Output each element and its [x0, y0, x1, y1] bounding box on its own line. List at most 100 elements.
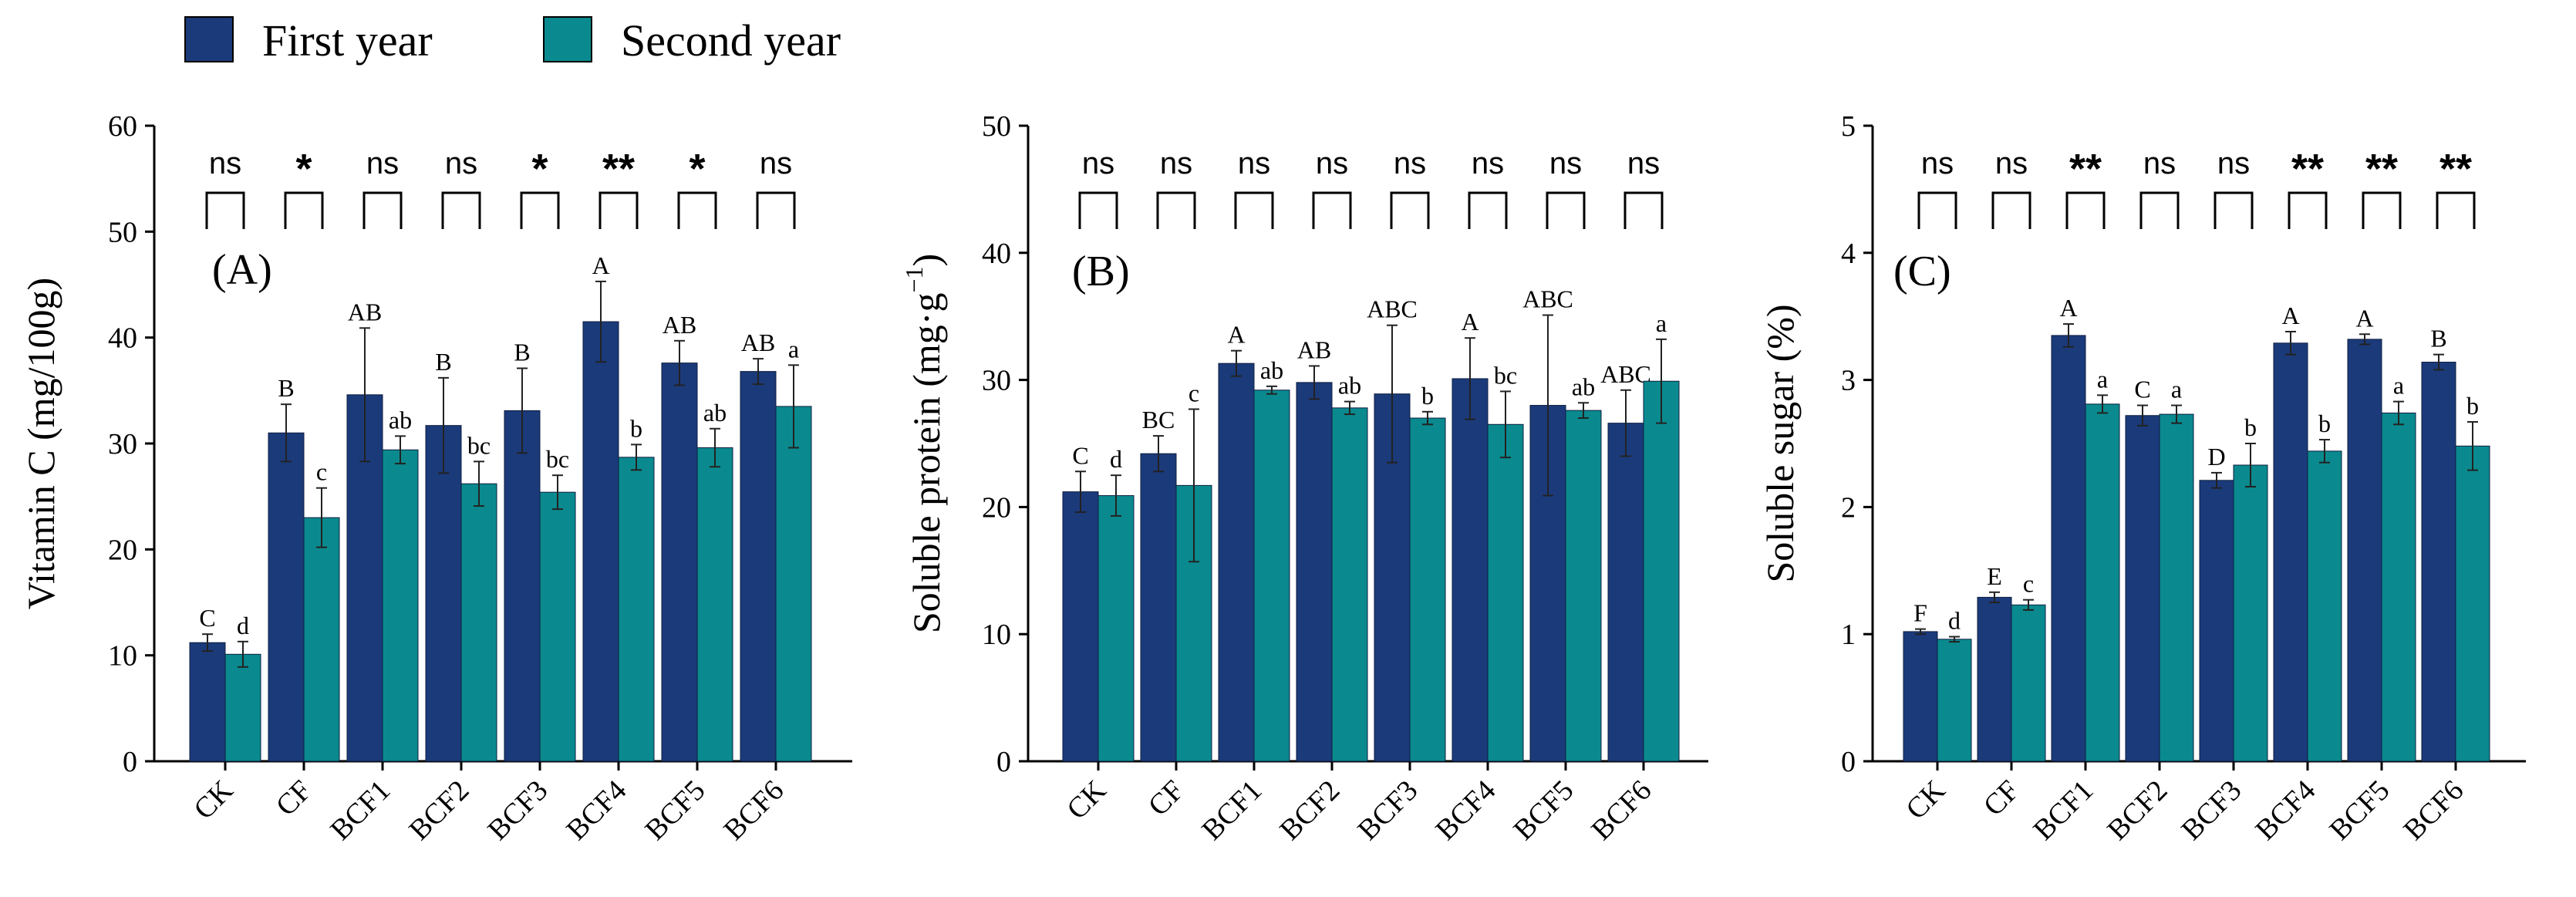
category-label-bcf6: BCF6: [717, 774, 790, 847]
first-year-bar-bcf6: [1607, 423, 1644, 762]
second-year-bar-bcf1: [1253, 389, 1290, 762]
significance-letter: bc: [546, 445, 569, 473]
significance-letter: D: [2207, 443, 2225, 470]
category-label-bcf3: BCF3: [481, 774, 554, 847]
significance-mark: ns: [1921, 147, 1954, 180]
comparison-bracket: [2139, 191, 2180, 229]
significance-letter: F: [1913, 599, 1927, 627]
significance-mark: ns: [445, 147, 477, 180]
second-year-bar-bcf6: [775, 406, 812, 762]
y-tick-label: 5: [1841, 110, 1856, 143]
legend-second-year-swatch: [543, 16, 592, 62]
first-year-bar-bcf3: [2199, 480, 2234, 762]
significance-mark: *: [689, 146, 705, 192]
category-label-bcf1: BCF1: [324, 774, 396, 847]
significance-letter: A: [2059, 294, 2077, 322]
comparison-bracket: [2065, 191, 2106, 229]
comparison-bracket: [205, 191, 245, 229]
category-label-bcf3: BCF3: [2175, 774, 2247, 847]
significance-letter: d: [1948, 606, 1961, 634]
first-year-bar-bcf4: [2273, 342, 2308, 762]
significance-letter: bc: [1494, 361, 1517, 389]
y-tick-label: 40: [108, 322, 137, 355]
significance-letter: E: [1987, 562, 2002, 590]
category-label-cf: CF: [1142, 774, 1191, 823]
significance-letter: B: [278, 374, 294, 402]
panel-a-vitamin-c: (A) Vitamin C (mg/100g) 0 10 20 30 40 50 60 CK C…: [19, 110, 852, 847]
significance-letter: A: [2281, 302, 2299, 329]
significance-mark: ns: [1238, 147, 1270, 180]
second-year-bar-bcf4: [2307, 450, 2342, 762]
significance-letter: A: [1227, 321, 1245, 349]
significance-letter: BC: [1142, 406, 1175, 433]
significance-letter: AB: [348, 298, 382, 325]
significance-letter: c: [1189, 379, 1199, 407]
first-year-bar-bcf3: [504, 410, 541, 762]
significance-mark: ns: [760, 147, 792, 180]
first-year-bar-cf: [268, 432, 305, 762]
y-tick-label: 30: [982, 365, 1011, 397]
category-label-bcf5: BCF5: [1507, 774, 1580, 847]
second-year-bar-bcf6: [1643, 380, 1680, 762]
significance-letter: ab: [1572, 373, 1595, 400]
comparison-bracket: [1468, 191, 1508, 229]
category-label-cf: CF: [270, 774, 319, 823]
comparison-bracket: [677, 191, 717, 229]
comparison-bracket: [362, 191, 403, 229]
significance-mark: *: [531, 146, 548, 192]
category-label-bcf6: BCF6: [2397, 774, 2470, 847]
first-year-bar-bcf5: [661, 363, 698, 762]
first-year-bar-cf: [1140, 453, 1177, 762]
comparison-bracket: [284, 191, 324, 229]
category-label-bcf4: BCF4: [1429, 774, 1502, 847]
significance-letter: A: [2355, 304, 2373, 332]
significance-letter: ab: [389, 406, 412, 433]
comparison-bracket: [1312, 191, 1352, 229]
comparison-bracket: [2288, 191, 2328, 229]
significance-mark: **: [2365, 146, 2398, 192]
y-tick-label: 20: [108, 534, 137, 566]
significance-letter: ab: [1260, 356, 1283, 384]
second-year-bar-bcf5: [2381, 412, 2416, 762]
significance-letter: b: [2466, 392, 2479, 420]
category-label-cf: CF: [1978, 774, 2026, 823]
category-label-bcf3: BCF3: [1351, 774, 1424, 847]
significance-letter: ABC: [1367, 295, 1418, 323]
significance-letter: C: [1072, 441, 1088, 469]
first-year-bar-cf: [1977, 596, 2012, 762]
significance-mark: ns: [366, 147, 399, 180]
significance-letter: a: [2171, 376, 2182, 403]
significance-letter: C: [2134, 376, 2150, 403]
panel-a-y-axis-title: Vitamin C (mg/100g): [19, 278, 62, 609]
comparison-bracket: [1623, 191, 1664, 229]
comparison-bracket: [598, 191, 639, 229]
category-label-bcf4: BCF4: [560, 774, 632, 847]
significance-mark: **: [2439, 146, 2472, 192]
comparison-bracket: [1546, 191, 1586, 229]
significance-mark: ns: [1549, 147, 1582, 180]
category-label-bcf1: BCF1: [2027, 774, 2099, 847]
panel-c-label: (C): [1893, 248, 1951, 295]
panel-a-label: (A): [212, 246, 272, 294]
comparison-bracket: [520, 191, 560, 229]
significance-letter: b: [2318, 410, 2331, 437]
y-tick-label: 0: [123, 746, 137, 778]
second-year-bar-bcf3: [539, 491, 576, 762]
significance-mark: ns: [1316, 147, 1348, 180]
significance-letter: a: [1656, 309, 1667, 337]
category-label-ck: CK: [1060, 774, 1112, 825]
significance-mark: ns: [1082, 147, 1114, 180]
comparison-bracket: [1991, 191, 2031, 229]
first-year-bar-ck: [1062, 491, 1099, 762]
y-tick-label: 40: [982, 238, 1011, 270]
y-tick-label: 20: [982, 491, 1011, 524]
y-tick-label: 30: [108, 428, 137, 460]
first-year-bar-bcf2: [1296, 382, 1333, 762]
first-year-bar-bcf4: [582, 321, 619, 762]
second-year-bar-ck: [224, 653, 261, 762]
second-year-bar-bcf1: [382, 449, 419, 762]
y-tick-label: 4: [1841, 238, 1856, 270]
significance-mark: ns: [1160, 147, 1192, 180]
comparison-bracket: [1390, 191, 1430, 229]
significance-mark: ns: [1472, 147, 1504, 180]
